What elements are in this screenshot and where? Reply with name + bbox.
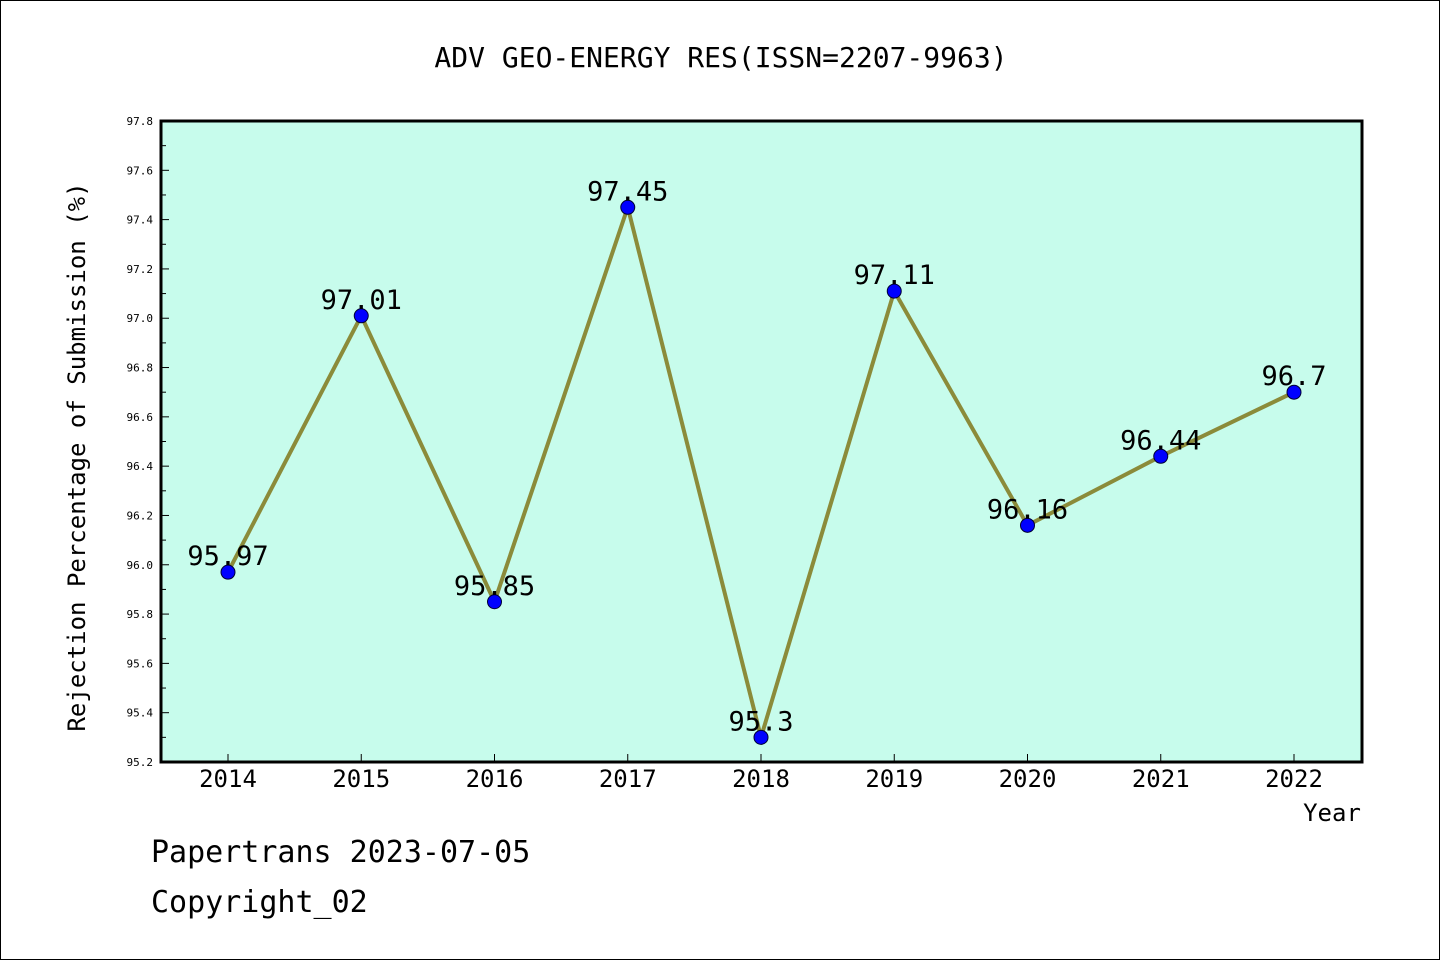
x-tick-label: 2015 [332,765,390,793]
data-label: 95.97 [187,541,268,572]
y-axis: 95.2 95.4 95.6 95.8 96.0 96.2 96.4 96.6 96.8 97.0… [127,115,169,769]
data-point [353,308,369,324]
y-tick-label: 97.2 [127,263,154,276]
x-tick-label: 2019 [865,765,923,793]
y-tick-label: 95.6 [127,657,154,670]
x-tick-label: 2021 [1132,765,1190,793]
x-tick-label: 2018 [732,765,790,793]
x-tick-label: 2022 [1265,765,1323,793]
data-point [1153,448,1169,464]
data-point [1020,517,1035,533]
data-point [487,594,502,610]
data-label: 97.11 [854,260,935,291]
y-tick-label: 96.0 [127,559,154,572]
y-tick-label: 95.2 [127,756,154,769]
chart-title: ADV GEO-ENERGY RES(ISSN=2207-9963) [434,41,1007,74]
data-point [886,283,902,299]
plot-border [159,119,1364,764]
y-tick-label: 97.0 [127,312,154,325]
y-tick-label: 95.4 [127,707,154,720]
x-tick-label: 2020 [999,765,1057,793]
y-axis-label: Rejection Percentage of Submission (%) [63,182,91,731]
data-label: 96.7 [1261,361,1326,392]
y-tick-label: 97.8 [127,115,154,128]
data-label: 97.01 [321,285,402,316]
x-tick-label: 2014 [199,765,257,793]
data-label: 96.16 [987,494,1068,525]
data-point [620,199,636,215]
y-tick-label: 96.4 [127,460,154,473]
plot-area [161,121,1362,762]
data-label: 96.44 [1120,425,1201,456]
y-tick-label: 97.4 [127,214,154,227]
x-tick-label: 2017 [599,765,657,793]
data-label: 95.85 [454,571,535,602]
data-point [220,564,236,580]
y-tick-label: 96.2 [127,509,154,522]
x-tick-label: 2016 [466,765,524,793]
data-label: 97.45 [587,176,668,207]
y-tick-label: 95.8 [127,608,154,621]
y-tick-label: 96.8 [127,362,154,375]
footer-date: Papertrans 2023-07-05 [151,835,531,870]
data-point [753,729,769,745]
series-layer: 95.97 97.01 95.85 97.45 95.3 97.11 96.16 96.44 9… [187,176,1327,745]
y-tick-label: 97.6 [127,164,154,177]
x-axis-label: Year [1303,799,1361,827]
footer-copyright: Copyright_02 [151,885,368,920]
data-point [1286,384,1302,400]
x-axis: 2014 2015 2016 2017 2018 2019 2020 2021 2022 [199,754,1323,793]
y-tick-label: 96.6 [127,411,154,424]
data-label: 95.3 [728,706,793,737]
